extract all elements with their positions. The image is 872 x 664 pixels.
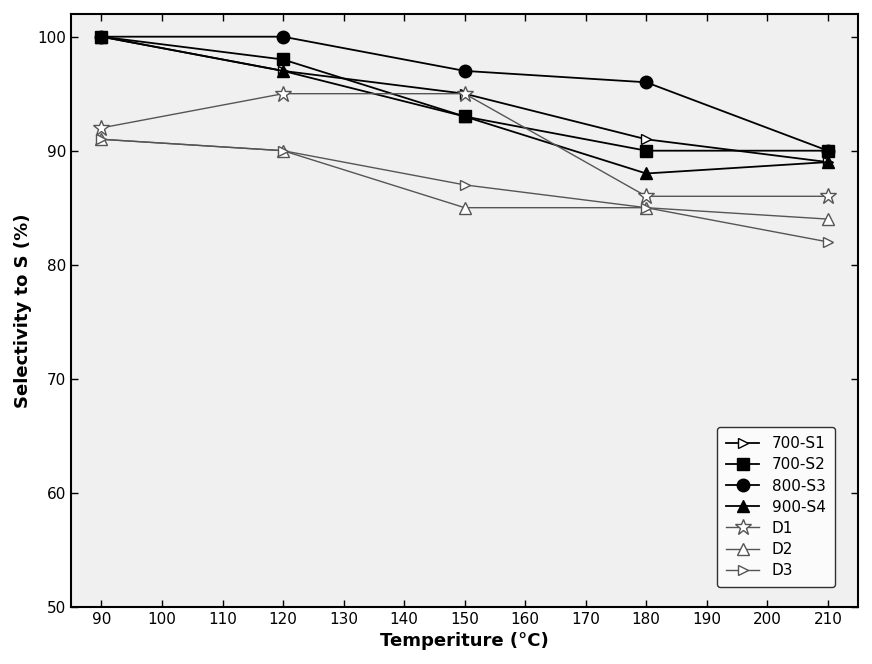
Y-axis label: Selectivity to S (%): Selectivity to S (%) <box>14 213 32 408</box>
700-S1 <box>96 33 106 41</box>
D1 <box>641 193 651 201</box>
D3 <box>278 147 289 155</box>
Line: 900-S4: 900-S4 <box>96 31 834 179</box>
Line: D1: D1 <box>93 86 836 205</box>
900-S4 <box>278 67 289 75</box>
700-S2 <box>641 147 651 155</box>
Legend: 700-S1, 700-S2, 800-S3, 900-S4, D1, D2, D3: 700-S1, 700-S2, 800-S3, 900-S4, D1, D2, … <box>717 427 835 587</box>
D2 <box>96 135 106 143</box>
900-S4 <box>641 169 651 177</box>
700-S1 <box>822 158 833 166</box>
Line: D3: D3 <box>97 134 833 247</box>
D2 <box>822 215 833 223</box>
D1 <box>96 124 106 132</box>
700-S2 <box>278 56 289 64</box>
Line: D2: D2 <box>96 133 834 224</box>
D3 <box>822 238 833 246</box>
700-S1 <box>641 135 651 143</box>
D1 <box>460 90 470 98</box>
Line: 700-S2: 700-S2 <box>96 31 834 156</box>
900-S4 <box>460 112 470 120</box>
D1 <box>822 193 833 201</box>
700-S2 <box>822 147 833 155</box>
D1 <box>278 90 289 98</box>
D2 <box>278 147 289 155</box>
D3 <box>460 181 470 189</box>
D2 <box>641 204 651 212</box>
700-S1 <box>460 90 470 98</box>
700-S2 <box>460 112 470 120</box>
800-S3 <box>822 147 833 155</box>
900-S4 <box>822 158 833 166</box>
700-S2 <box>96 33 106 41</box>
800-S3 <box>641 78 651 86</box>
700-S1 <box>278 67 289 75</box>
900-S4 <box>96 33 106 41</box>
800-S3 <box>278 33 289 41</box>
X-axis label: Temperiture (°C): Temperiture (°C) <box>380 632 549 650</box>
800-S3 <box>460 67 470 75</box>
D3 <box>96 135 106 143</box>
D3 <box>641 204 651 212</box>
D2 <box>460 204 470 212</box>
Line: 800-S3: 800-S3 <box>95 31 835 157</box>
Line: 700-S1: 700-S1 <box>97 32 833 167</box>
800-S3 <box>96 33 106 41</box>
